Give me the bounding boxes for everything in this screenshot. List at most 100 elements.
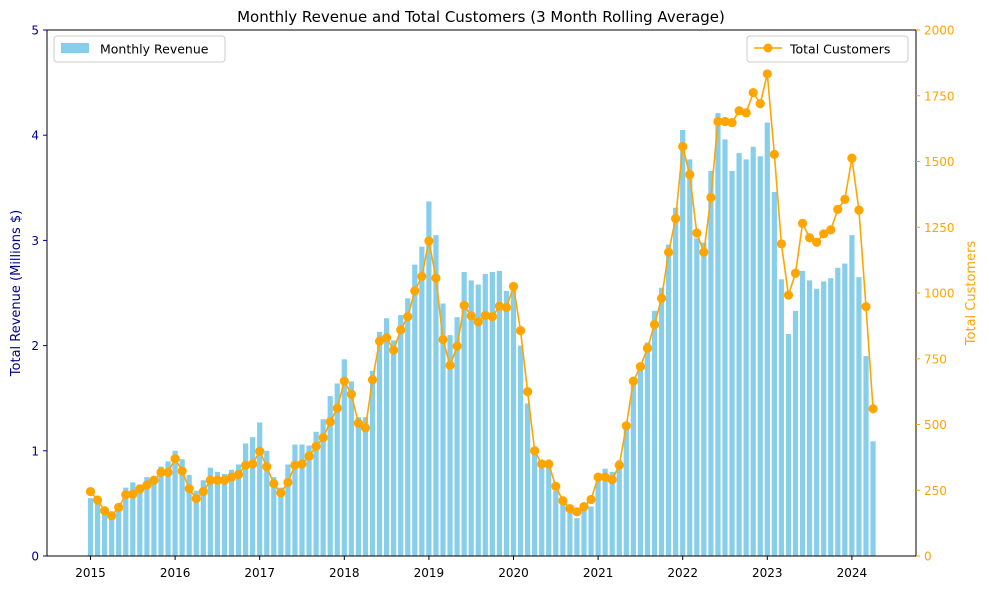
customers-point: [198, 486, 208, 497]
revenue-bar: [539, 463, 545, 556]
customers-point: [586, 494, 596, 505]
customers-point: [360, 423, 371, 433]
legend-revenue: Monthly Revenue: [53, 35, 226, 63]
legend-customers-marker: [763, 43, 773, 53]
chart-title: Monthly Revenue and Total Customers (3 M…: [237, 8, 725, 26]
customers-point: [487, 312, 497, 322]
y-left-tick-label: 4: [31, 129, 39, 143]
customers-point: [819, 229, 829, 239]
revenue-bar: [123, 487, 129, 556]
customers-line-layer: [85, 69, 878, 521]
customers-point: [614, 460, 624, 470]
customers-point: [523, 387, 533, 397]
customers-point: [790, 268, 801, 278]
revenue-bar: [708, 170, 714, 556]
revenue-bar: [517, 345, 524, 556]
revenue-bar: [673, 207, 679, 557]
customers-point: [466, 311, 476, 321]
revenue-bar: [285, 464, 291, 556]
customers-point: [325, 417, 335, 427]
y-right-tick-label: 0: [924, 550, 932, 564]
revenue-bar: [764, 122, 770, 556]
revenue-bar: [623, 424, 629, 556]
revenue-bar: [835, 267, 841, 556]
customers-point: [396, 325, 406, 335]
revenue-bar: [384, 318, 390, 556]
y-right-tick-label: 1250: [924, 221, 955, 235]
revenue-bar: [207, 467, 213, 556]
y-axis-right: 0 250 500 750 1000 1250 1500 1750 2000: [916, 24, 955, 564]
y-right-tick-label: 750: [924, 352, 947, 366]
revenue-bar: [750, 146, 756, 556]
revenue-bar: [525, 403, 531, 556]
customers-point: [389, 345, 399, 355]
revenue-bar: [722, 139, 728, 556]
customers-point: [734, 106, 744, 116]
revenue-bar: [496, 270, 502, 556]
revenue-bar: [257, 422, 263, 556]
customers-point: [149, 475, 159, 485]
customers-point: [374, 336, 385, 346]
revenue-bar: [588, 506, 594, 556]
revenue-bar: [362, 417, 369, 556]
customers-point: [226, 472, 237, 482]
x-axis: 2015 2016 2017 2018 2019 2020 2021 2022 2023 2024: [75, 556, 867, 580]
revenue-bar: [320, 419, 326, 556]
customers-point: [699, 247, 709, 257]
customers-point: [826, 225, 836, 235]
legend-customers: Total Customers: [746, 35, 909, 63]
customers-point: [367, 375, 378, 385]
customers-point: [776, 239, 787, 249]
customers-point: [847, 153, 857, 163]
x-tick-label: 2017: [244, 566, 275, 580]
revenue-bar: [616, 460, 622, 556]
revenue-bar: [475, 284, 481, 556]
customers-point: [163, 467, 173, 477]
customers-point: [269, 479, 279, 489]
revenue-bar: [102, 511, 108, 556]
revenue-bar: [701, 242, 707, 556]
customers-point: [403, 312, 413, 322]
customers-point: [755, 99, 765, 109]
revenue-bar: [369, 370, 376, 556]
customers-point: [135, 484, 145, 494]
revenue-bar: [503, 290, 510, 556]
revenue-bar: [109, 516, 115, 556]
customers-point: [812, 237, 822, 247]
revenue-bar: [116, 503, 122, 556]
customers-point: [501, 302, 512, 313]
customers-point: [656, 293, 667, 303]
customers-point: [635, 362, 646, 372]
customers-point: [692, 228, 702, 238]
customers-point: [621, 421, 631, 431]
revenue-bar: [729, 170, 735, 556]
revenue-bar: [489, 271, 495, 556]
revenue-bar: [447, 335, 453, 556]
revenue-bar: [313, 431, 319, 556]
revenue-bar: [637, 368, 643, 556]
revenue-bar: [193, 490, 199, 556]
customers-point: [318, 433, 328, 443]
customers-point: [565, 504, 575, 514]
revenue-bar: [327, 396, 333, 556]
customers-point: [727, 117, 737, 128]
y-left-tick-label: 0: [31, 550, 39, 564]
customers-point: [410, 286, 420, 296]
customers-point: [558, 496, 568, 506]
customers-point: [85, 486, 96, 497]
revenue-bar: [94, 503, 101, 556]
customers-point: [720, 116, 730, 127]
customers-point: [508, 281, 519, 292]
revenue-bar: [461, 271, 467, 556]
customers-point: [346, 389, 356, 399]
customers-point: [332, 403, 342, 413]
revenue-bar: [849, 235, 855, 556]
revenue-bar: [715, 113, 721, 557]
y-axis-left-title: Total Revenue (Millions $): [9, 210, 24, 377]
revenue-bar: [214, 471, 220, 556]
revenue-bar: [532, 450, 538, 556]
revenue-bar: [271, 477, 277, 556]
revenue-bar: [581, 508, 587, 556]
revenue-bar: [799, 270, 806, 556]
